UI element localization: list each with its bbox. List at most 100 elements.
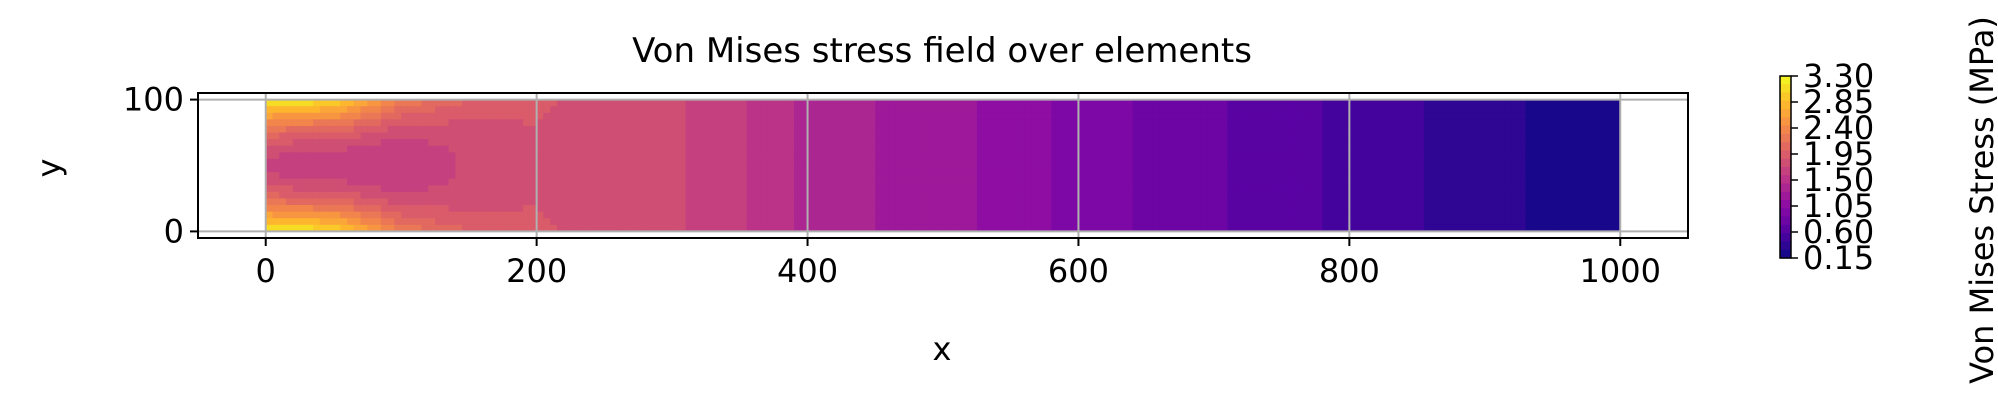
field-cell	[333, 145, 341, 153]
field-cell	[766, 99, 775, 107]
field-cell	[1085, 172, 1093, 180]
field-cell	[590, 224, 599, 232]
field-cell	[1444, 211, 1452, 219]
field-cell	[970, 99, 978, 107]
field-cell	[1193, 205, 1201, 213]
field-cell	[821, 139, 829, 147]
stress-field	[265, 99, 1621, 232]
field-cell	[1227, 224, 1235, 232]
field-cell	[888, 145, 897, 153]
field-cell	[536, 185, 545, 193]
field-cell	[1599, 191, 1608, 200]
field-cell	[1579, 218, 1588, 226]
field-cell	[1410, 112, 1418, 120]
field-cell	[719, 191, 727, 200]
field-cell	[692, 139, 700, 147]
field-cell	[780, 205, 788, 213]
field-cell	[868, 178, 876, 186]
field-cell	[1430, 106, 1439, 114]
field-cell	[956, 185, 964, 193]
field-cell	[1464, 211, 1472, 219]
field-cell	[1572, 132, 1581, 140]
field-cell	[401, 132, 409, 140]
field-cell	[401, 139, 409, 147]
field-cell	[489, 152, 497, 160]
field-cell	[936, 145, 944, 153]
field-cell	[712, 106, 721, 114]
field-cell	[1085, 191, 1093, 200]
field-cell	[1146, 172, 1154, 180]
field-cell	[1125, 112, 1134, 120]
field-cell	[956, 152, 964, 160]
field-cell	[1132, 145, 1141, 153]
field-cell	[1301, 172, 1310, 180]
field-cell	[1518, 119, 1527, 127]
field-cell	[983, 119, 992, 127]
field-cell	[468, 106, 477, 114]
field-cell	[1572, 145, 1581, 153]
field-cell	[875, 205, 883, 213]
field-cell	[645, 172, 653, 180]
field-cell	[1058, 224, 1066, 232]
field-cell	[1484, 172, 1493, 180]
field-cell	[489, 139, 497, 147]
field-cell	[854, 165, 863, 173]
field-cell	[875, 106, 883, 114]
field-cell	[712, 145, 721, 153]
field-cell	[780, 211, 788, 219]
field-cell	[1322, 191, 1330, 200]
field-cell	[645, 218, 653, 226]
field-cell	[1173, 172, 1181, 180]
field-cell	[1315, 172, 1323, 180]
field-cell	[875, 165, 883, 173]
field-cell	[854, 191, 863, 200]
field-cell	[712, 185, 721, 193]
field-cell	[1064, 139, 1073, 147]
field-cell	[895, 211, 903, 219]
field-cell	[313, 132, 321, 140]
field-cell	[570, 218, 578, 226]
field-cell	[1037, 112, 1046, 120]
field-cell	[556, 125, 565, 134]
field-cell	[976, 172, 985, 180]
field-cell	[292, 119, 301, 127]
field-cell	[360, 224, 368, 232]
field-cell	[1532, 198, 1540, 206]
field-cell	[333, 106, 341, 114]
field-cell	[1532, 178, 1540, 186]
colorbar-segment	[1780, 84, 1791, 94]
field-cell	[502, 198, 511, 206]
field-cell	[584, 112, 592, 120]
field-cell	[638, 198, 646, 206]
field-cell	[726, 172, 734, 180]
field-cell	[468, 99, 477, 107]
field-cell	[1193, 99, 1201, 107]
field-cell	[597, 139, 605, 147]
field-cell	[577, 178, 585, 186]
field-cell	[1071, 178, 1080, 186]
field-cell	[1532, 191, 1540, 200]
field-cell	[360, 191, 368, 200]
field-cell	[990, 165, 998, 173]
field-cell	[624, 125, 633, 134]
field-cell	[1315, 125, 1323, 134]
field-cell	[970, 132, 978, 140]
field-cell	[699, 119, 707, 127]
field-cell	[692, 106, 700, 114]
field-cell	[773, 224, 782, 232]
field-cell	[726, 211, 734, 219]
field-cell	[861, 125, 870, 134]
field-cell	[902, 145, 910, 153]
field-cell	[306, 218, 314, 226]
field-cell	[1274, 145, 1283, 153]
field-cell	[468, 172, 477, 180]
field-cell	[1288, 205, 1296, 213]
field-cell	[624, 145, 633, 153]
field-cell	[658, 218, 666, 226]
field-cell	[1037, 185, 1046, 193]
field-cell	[800, 139, 809, 147]
field-cell	[1159, 139, 1168, 147]
field-cell	[543, 205, 551, 213]
field-cell	[265, 178, 274, 186]
field-cell	[1268, 165, 1276, 173]
